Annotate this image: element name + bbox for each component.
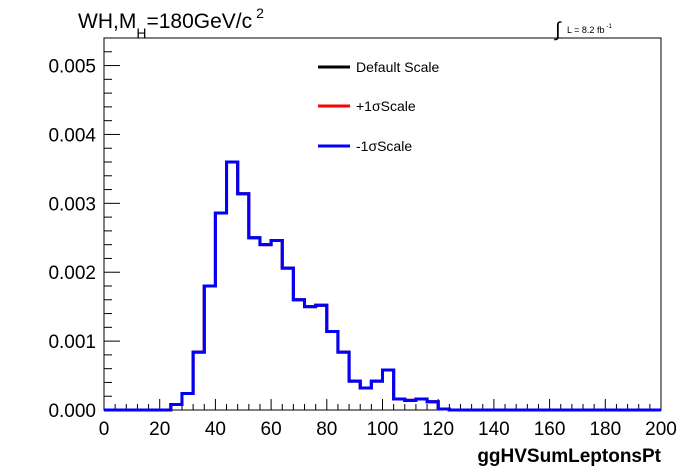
y-tick-label: 0.001	[48, 332, 96, 353]
lumi-exponent: -1	[606, 24, 612, 30]
x-tick-label: 80	[316, 419, 337, 440]
chart-title: WH,MH=180GeV/c 2	[78, 5, 264, 41]
luminosity-label: ∫ L = 8.2 fb -1	[554, 19, 612, 41]
series-line-minus	[104, 160, 661, 412]
axis-ticks	[103, 37, 662, 411]
x-tick-label: 180	[589, 419, 621, 440]
y-tick-labels: 0.000 0.001 0.002 0.003 0.004 0.005	[48, 57, 96, 422]
x-tick-label: 20	[149, 419, 170, 440]
plot-frame	[103, 37, 662, 411]
x-tick-label: 60	[261, 419, 282, 440]
x-axis-label: ggHVSumLeptonsPt	[477, 446, 661, 467]
legend-label-default: Default Scale	[356, 59, 439, 75]
integral-sign: ∫	[554, 19, 562, 41]
svg-text:L = 8.2 fb-1: L = 8.2 fb -1	[567, 24, 612, 35]
legend: Default Scale +1σScale -1σScale	[318, 59, 439, 154]
legend-label-minus: -1σScale	[356, 138, 412, 154]
x-tick-label: 120	[422, 419, 454, 440]
x-tick-label: 200	[645, 419, 677, 440]
series-layer	[104, 160, 661, 412]
y-tick-label: 0.000	[48, 401, 96, 422]
y-tick-label: 0.005	[48, 57, 96, 78]
lumi-text: L = 8.2 fb	[567, 25, 604, 35]
x-tick-label: 160	[534, 419, 566, 440]
x-tick-label: 0	[99, 419, 110, 440]
legend-label-plus: +1σScale	[356, 98, 416, 114]
x-tick-labels: 0 20 40 60 80 100 120 140 160 180 200	[99, 419, 677, 440]
x-tick-label: 140	[478, 419, 510, 440]
x-tick-label: 100	[367, 419, 399, 440]
x-tick-label: 40	[205, 419, 226, 440]
y-tick-label: 0.004	[48, 125, 96, 146]
y-tick-label: 0.002	[48, 263, 96, 284]
y-tick-label: 0.003	[48, 194, 96, 215]
